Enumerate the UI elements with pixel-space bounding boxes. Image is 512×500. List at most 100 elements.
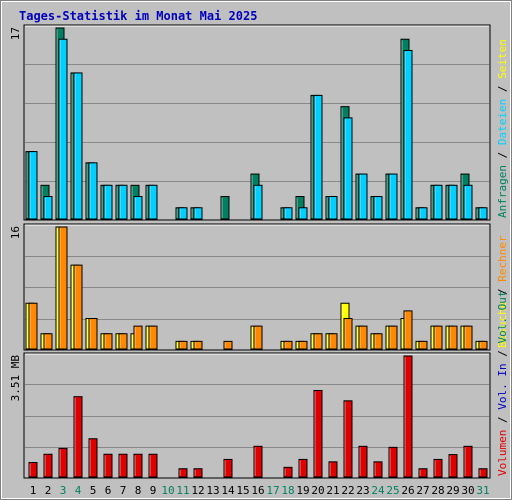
day-axis: 1 2 3 4 5 6 7 8 9 10 11 12 13 14 15 16 17 18 19 20 21 22 23 24 2… (30, 484, 490, 497)
top-bar-dateien (88, 162, 98, 220)
middle-bar-rechner (328, 333, 338, 350)
top-bar-dateien (283, 207, 293, 220)
top-side-legend-separator: / (496, 79, 509, 99)
bottom-bar-volumen (133, 453, 143, 478)
bottom-side-legend-item: Vol. In (496, 363, 509, 409)
top-bar-dateien (478, 207, 488, 220)
middle-bar-rechner (28, 302, 38, 350)
middle-side-legend: Besuche / Rechner (496, 235, 509, 348)
middle-bar-rechner (298, 340, 308, 350)
bottom-bar-volumen (418, 468, 428, 478)
day-tick-label: 12 (191, 484, 204, 497)
visits-sites-panel: 16 Besuche / Rechner (9, 223, 509, 351)
middle-side-legend-item: Rechner (496, 235, 509, 282)
bottom-bar-volumen (388, 446, 398, 478)
top-bar-dateien (433, 184, 443, 220)
top-bar-dateien (313, 94, 323, 220)
day-tick-label: 28 (431, 484, 444, 497)
bottom-bar-volumen (148, 453, 158, 478)
top-bar-dateien (328, 196, 338, 220)
day-tick-label: 15 (236, 484, 249, 497)
bottom-bar-volumen (403, 355, 413, 478)
top-bar-dateien (463, 184, 473, 220)
bottom-bar-volumen (253, 445, 263, 478)
day-tick-label: 25 (386, 484, 399, 497)
day-tick-label: 16 (251, 484, 264, 497)
top-bar-dateien (58, 38, 68, 220)
top-side-legend-separator: / (496, 145, 509, 165)
day-tick-label: 1 (30, 484, 37, 497)
bottom-bar-volumen (328, 461, 338, 478)
bottom-bar-volumen (358, 445, 368, 478)
bottom-side-legend-item: Volumen (496, 430, 509, 476)
bottom-bar-volumen (28, 462, 38, 478)
middle-bar-rechner (193, 340, 203, 350)
top-bar-dateien (193, 207, 203, 220)
middle-bar-rechner (43, 333, 53, 350)
middle-scale-max-label: 16 (9, 226, 22, 239)
day-tick-label: 2 (45, 484, 52, 497)
top-bar-dateien (448, 184, 458, 220)
bottom-bar-volumen (73, 396, 83, 478)
day-tick-label: 17 (266, 484, 279, 497)
day-tick-label: 13 (206, 484, 219, 497)
middle-bar-rechner (103, 333, 113, 350)
top-bar-dateien (343, 117, 353, 220)
top-bar-dateien (28, 151, 38, 220)
day-tick-label: 27 (416, 484, 429, 497)
middle-bar-rechner (313, 333, 323, 350)
top-bar-dateien (43, 196, 53, 220)
top-side-legend-item: Anfragen (496, 165, 509, 218)
top-bar-dateien (418, 207, 428, 220)
top-side-legend-item: Seiten (496, 39, 509, 79)
day-tick-label: 24 (371, 484, 385, 497)
day-tick-label: 29 (446, 484, 459, 497)
bottom-side-legend-separator: / (496, 344, 509, 364)
day-tick-label: 3 (60, 484, 67, 497)
middle-bar-rechner (133, 325, 143, 350)
day-tick-label: 23 (356, 484, 369, 497)
day-tick-label: 9 (150, 484, 157, 497)
bottom-side-legend-separator: / (496, 410, 509, 430)
middle-bar-rechner (58, 226, 68, 350)
top-bar-dateien (373, 196, 383, 220)
day-tick-label: 8 (135, 484, 142, 497)
day-tick-label: 14 (221, 484, 235, 497)
day-tick-label: 7 (120, 484, 127, 497)
day-tick-label: 10 (161, 484, 174, 497)
day-tick-label: 22 (341, 484, 354, 497)
top-bar-dateien (178, 207, 188, 220)
bottom-bar-volumen (343, 400, 353, 478)
day-tick-label: 31 (476, 484, 489, 497)
day-tick-label: 6 (105, 484, 112, 497)
top-bar-dateien (298, 207, 308, 220)
day-tick-label: 11 (176, 484, 189, 497)
middle-bar-rechner (388, 325, 398, 350)
bottom-bar-volumen (88, 438, 98, 478)
middle-bar-rechner (403, 310, 413, 350)
bottom-bar-volumen (103, 453, 113, 478)
day-tick-label: 20 (311, 484, 324, 497)
middle-bar-rechner (448, 325, 458, 350)
bottom-bar-volumen (448, 454, 458, 478)
bottom-bar-volumen (223, 458, 233, 478)
top-bar-dateien (148, 184, 158, 220)
bottom-bar-volumen (178, 468, 188, 478)
middle-bar-rechner (178, 340, 188, 350)
day-tick-label: 5 (90, 484, 97, 497)
top-bar-anfragen (220, 196, 230, 220)
middle-bar-rechner (253, 325, 263, 350)
middle-bar-rechner (88, 318, 98, 350)
bottom-bar-volumen (433, 458, 443, 478)
middle-side-legend-separator: / (496, 282, 509, 302)
volume-panel: 3.51 MB Volumen / Vol. In / Vol. Out (9, 291, 509, 479)
day-tick-label: 4 (75, 484, 82, 497)
bottom-scale-max-label: 3.51 MB (9, 355, 22, 402)
bottom-side-legend: Volumen / Vol. In / Vol. Out (496, 291, 509, 476)
bottom-bar-volumen (58, 447, 68, 478)
middle-bar-rechner (118, 333, 128, 350)
middle-bar-rechner (373, 333, 383, 350)
chart-title: Tages-Statistik im Monat Mai 2025 (19, 9, 257, 23)
